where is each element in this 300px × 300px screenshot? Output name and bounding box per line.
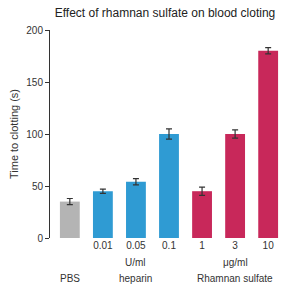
svg-text:0.1: 0.1 (162, 240, 176, 251)
svg-text:Rhamnan sulfate: Rhamnan sulfate (197, 273, 273, 284)
svg-text:Effect of rhamnan sulfate on b: Effect of rhamnan sulfate on blood cloti… (55, 6, 276, 20)
svg-text:200: 200 (26, 25, 43, 36)
svg-text:Time to clotting (s): Time to clotting (s) (8, 89, 20, 179)
svg-text:heparin: heparin (119, 273, 152, 284)
svg-text:U/ml: U/ml (125, 257, 146, 268)
svg-text:100: 100 (26, 129, 43, 140)
svg-text:3: 3 (232, 240, 238, 251)
svg-text:0.05: 0.05 (126, 240, 146, 251)
svg-text:50: 50 (32, 181, 44, 192)
svg-text:0: 0 (37, 233, 43, 244)
svg-text:10: 10 (263, 240, 275, 251)
svg-text:150: 150 (26, 77, 43, 88)
svg-text:0.01: 0.01 (93, 240, 113, 251)
svg-text:1: 1 (199, 240, 205, 251)
svg-text:μg/ml: μg/ml (223, 257, 248, 268)
svg-text:PBS: PBS (60, 273, 80, 284)
